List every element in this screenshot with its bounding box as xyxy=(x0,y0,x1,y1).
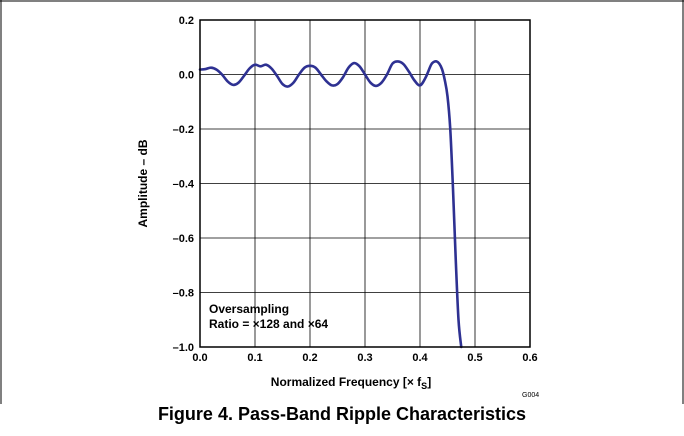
x-tick-label: 0.5 xyxy=(467,352,482,364)
x-axis-label-main: Normalized Frequency [× f xyxy=(271,375,422,389)
series xyxy=(198,60,463,349)
x-axis-label-sub: S xyxy=(421,381,427,391)
chart: 0.0 0.1 0.2 0.3 0.4 0.5 0.6 0.2 0.0 –0.2 –0.4 –0.6 –… xyxy=(0,0,684,404)
y-tick-label: 0.2 xyxy=(179,15,194,27)
y-tick-label: –0.2 xyxy=(173,124,194,136)
plot-border xyxy=(199,19,531,348)
x-tick-label: 0.2 xyxy=(302,352,317,364)
x-tick-label: 0.3 xyxy=(357,352,372,364)
x-tick-label: 0.6 xyxy=(522,352,537,364)
x-axis-label-close: ] xyxy=(427,375,431,389)
y-tick-label: –1.0 xyxy=(173,342,194,354)
y-tick-label: 0.0 xyxy=(179,70,194,82)
y-tick-label: –0.8 xyxy=(173,288,194,300)
x-tick-label: 0.4 xyxy=(412,352,428,364)
x-axis-label: Normalized Frequency [× fS] xyxy=(271,375,431,391)
y-tick-label: –0.6 xyxy=(173,233,194,245)
x-tick-label: 0.1 xyxy=(247,352,262,364)
annotation-line-1: Oversampling xyxy=(209,302,289,316)
y-tick-label: –0.4 xyxy=(173,179,195,191)
series-line xyxy=(198,60,463,349)
annotation-line-2: Ratio = ×128 and ×64 xyxy=(209,317,328,331)
tick-labels: 0.0 0.1 0.2 0.3 0.4 0.5 0.6 0.2 0.0 –0.2 –0.4 –0.6 –… xyxy=(173,15,538,364)
x-tick-label: 0.0 xyxy=(192,352,207,364)
y-axis-label: Amplitude – dB xyxy=(136,139,150,227)
figure-caption: Figure 4. Pass-Band Ripple Characteristi… xyxy=(157,404,527,424)
figure-code: G004 xyxy=(522,392,539,399)
